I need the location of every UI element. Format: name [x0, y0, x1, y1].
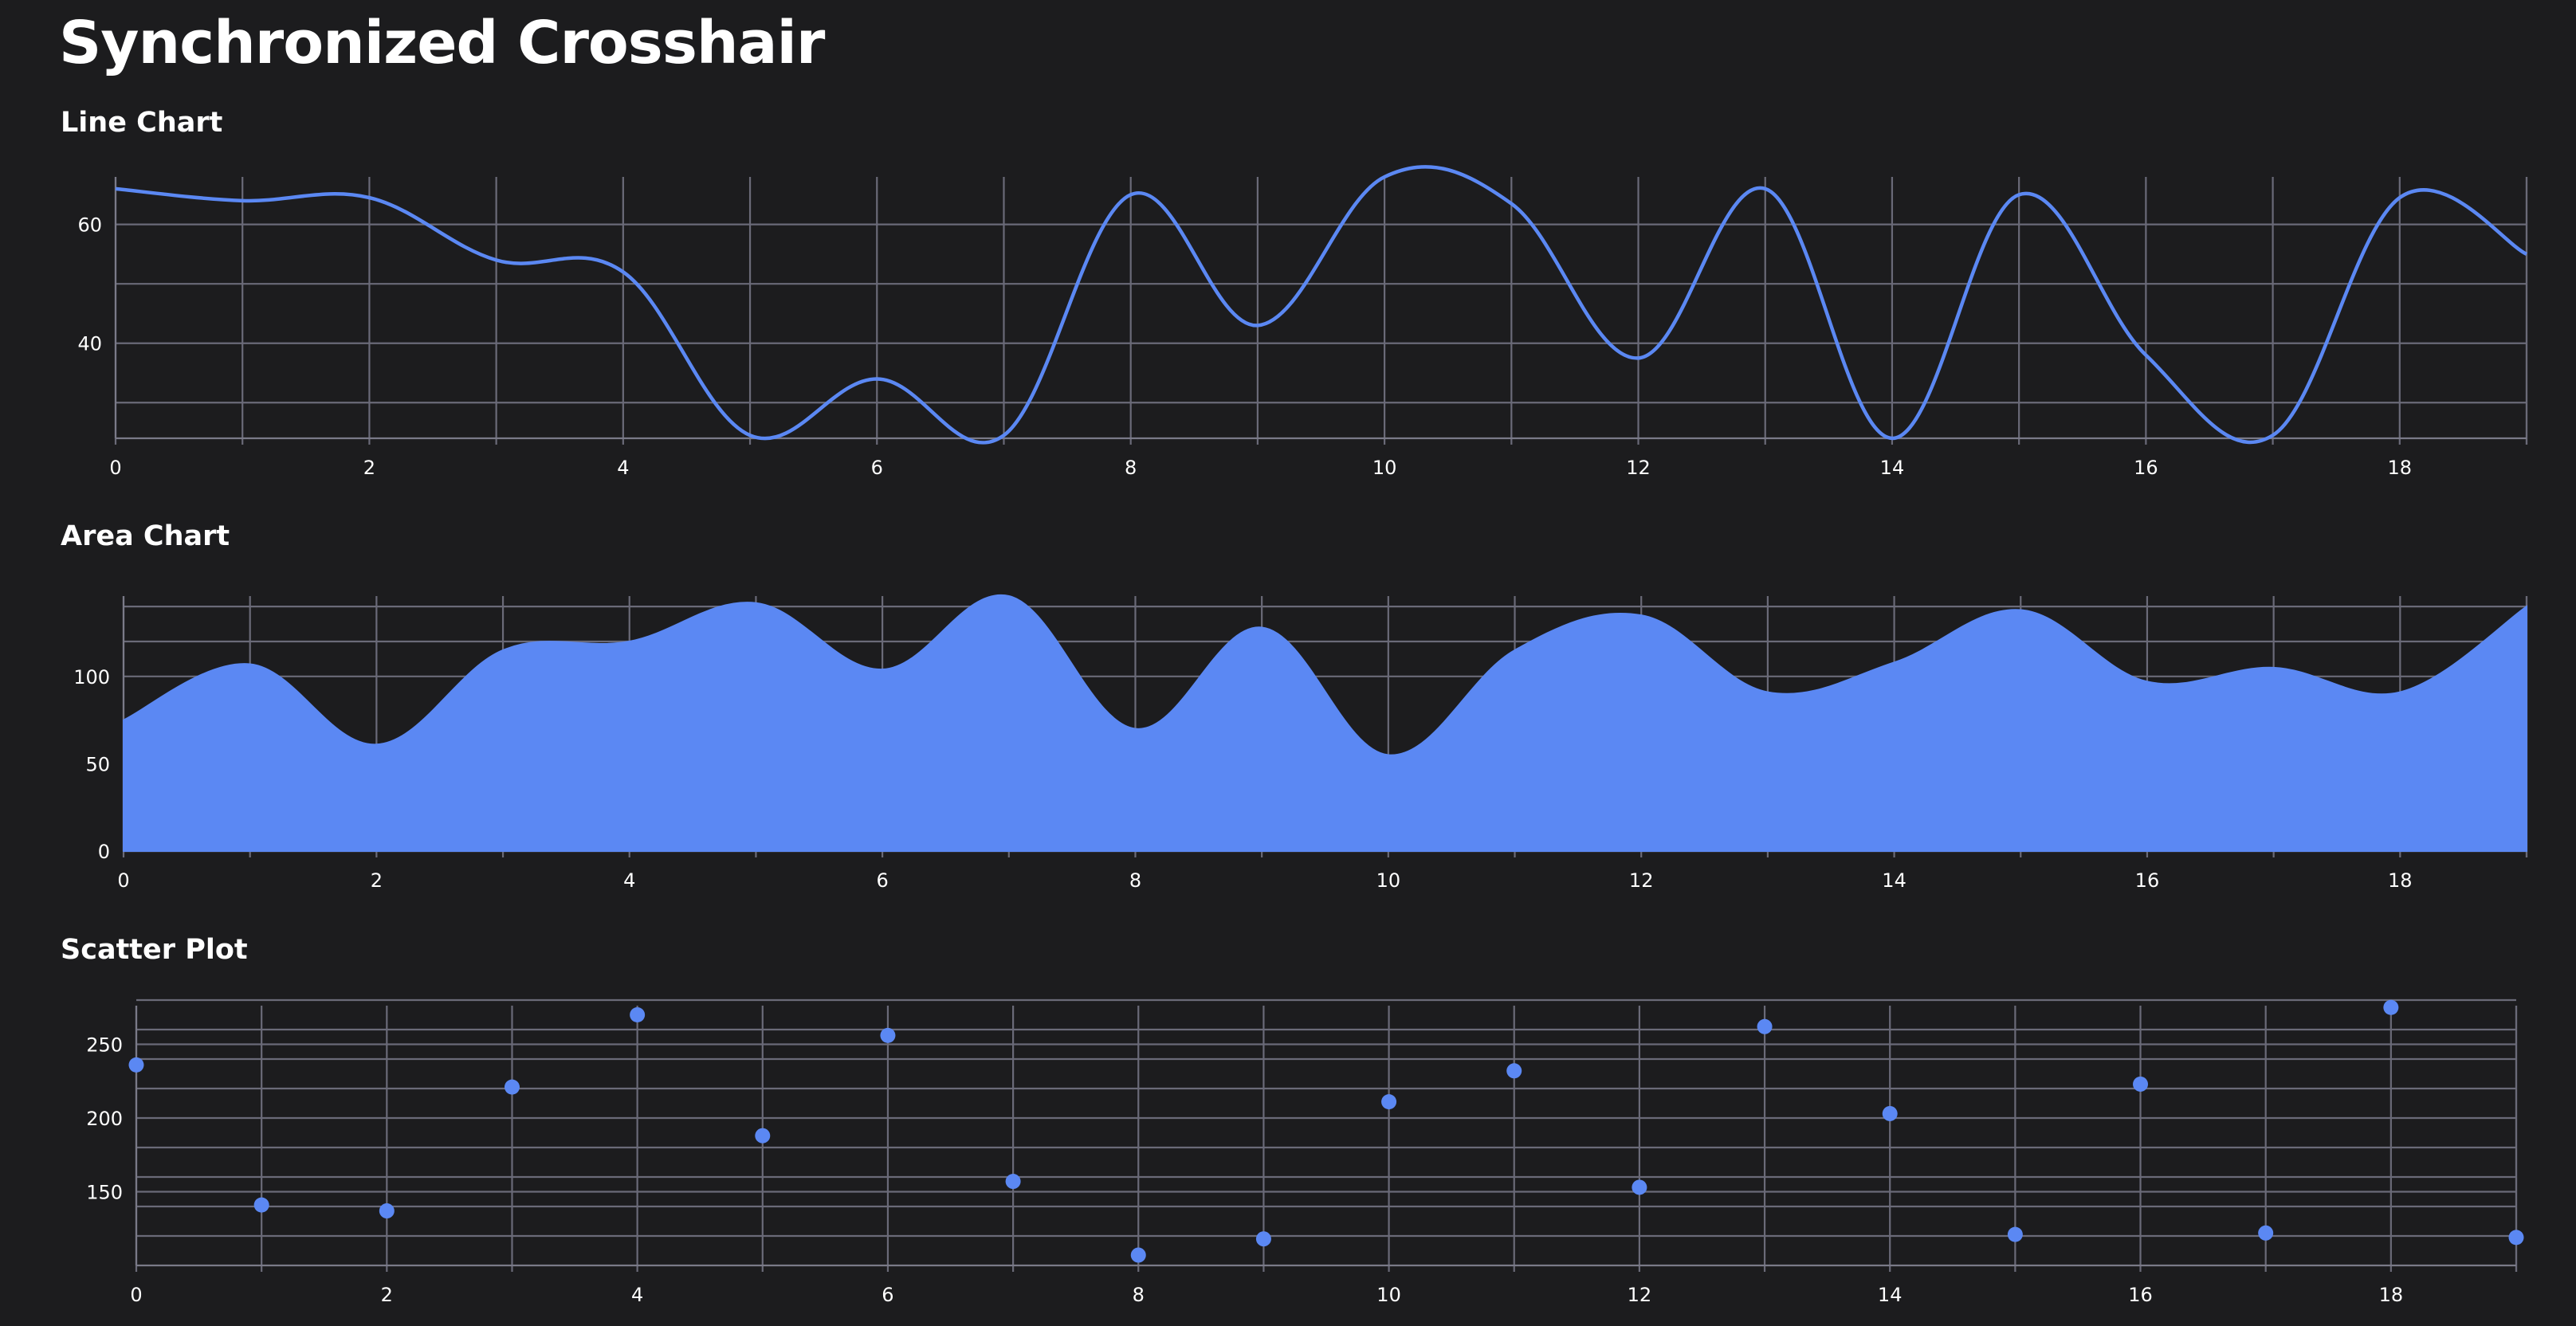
area-chart[interactable]: 0 2 4 6 8 10 12 14 16 18 0 50 100	[73, 594, 2528, 892]
y-tick-label: 200	[86, 1108, 123, 1130]
line-chart-title: Line Chart	[61, 107, 223, 139]
scatter-point[interactable]	[2133, 1076, 2149, 1092]
x-tick-label: 12	[1626, 457, 1651, 479]
scatter-point[interactable]	[1882, 1105, 1898, 1121]
y-tick-label: 100	[73, 666, 110, 688]
x-tick-label: 2	[381, 1284, 393, 1306]
x-tick-label: 10	[1376, 869, 1401, 892]
x-tick-label: 2	[371, 869, 383, 892]
scatter-point[interactable]	[2508, 1230, 2524, 1246]
scatter-point[interactable]	[128, 1057, 144, 1073]
x-tick-label: 6	[876, 869, 888, 892]
scatter-point[interactable]	[1632, 1179, 1647, 1195]
x-tick-label: 18	[2379, 1284, 2404, 1306]
scatter-point[interactable]	[1005, 1174, 1021, 1190]
x-tick-label: 4	[617, 457, 629, 479]
y-tick-label: 60	[77, 214, 102, 237]
x-tick-label: 18	[2388, 457, 2413, 479]
x-tick-label: 8	[1125, 457, 1137, 479]
scatter-point[interactable]	[2383, 999, 2399, 1015]
scatter-point[interactable]	[1381, 1094, 1397, 1110]
scatter-point[interactable]	[504, 1079, 520, 1095]
x-tick-label: 16	[2135, 869, 2160, 892]
x-tick-label: 0	[109, 457, 121, 479]
x-tick-label: 4	[631, 1284, 643, 1306]
y-tick-label: 250	[86, 1034, 123, 1057]
scatter-point[interactable]	[1255, 1231, 1271, 1247]
x-tick-label: 4	[623, 869, 635, 892]
x-tick-label: 14	[1878, 1284, 1903, 1306]
x-tick-label: 6	[871, 457, 883, 479]
x-tick-label: 6	[882, 1284, 893, 1306]
x-tick-label: 12	[1629, 869, 1654, 892]
scatter-point[interactable]	[630, 1007, 646, 1022]
scatter-point[interactable]	[1506, 1063, 1522, 1079]
y-tick-label: 0	[98, 841, 110, 863]
x-tick-label: 8	[1133, 1284, 1145, 1306]
scatter-point[interactable]	[2007, 1226, 2023, 1242]
area-chart-title: Area Chart	[61, 520, 230, 552]
x-tick-label: 8	[1129, 869, 1141, 892]
scatter-point[interactable]	[880, 1027, 896, 1043]
x-tick-label: 0	[130, 1284, 142, 1306]
scatter-point[interactable]	[379, 1203, 395, 1219]
x-tick-label: 16	[2128, 1284, 2153, 1306]
page-title: Synchronized Crosshair	[59, 9, 825, 77]
scatter-plot-title: Scatter Plot	[61, 934, 248, 966]
x-tick-label: 10	[1372, 457, 1397, 479]
scatter-plot[interactable]: 0 2 4 6 8 10 12 14 16 18 150 200 250	[86, 998, 2524, 1306]
x-tick-label: 18	[2388, 869, 2413, 892]
x-tick-label: 14	[1882, 869, 1906, 892]
area-series	[123, 594, 2527, 852]
scatter-point[interactable]	[253, 1197, 269, 1213]
x-tick-label: 10	[1376, 1284, 1401, 1306]
x-tick-label: 16	[2134, 457, 2158, 479]
scatter-point[interactable]	[1130, 1247, 1146, 1263]
line-series	[115, 165, 2528, 445]
scatter-point[interactable]	[755, 1128, 771, 1144]
scatter-point[interactable]	[2258, 1225, 2274, 1241]
x-tick-label: 14	[1880, 457, 1905, 479]
x-tick-label: 0	[117, 869, 129, 892]
scatter-point[interactable]	[1757, 1018, 1773, 1034]
x-tick-label: 2	[363, 457, 375, 479]
y-tick-label: 50	[85, 753, 110, 775]
y-tick-label: 150	[86, 1182, 123, 1204]
line-chart[interactable]: 0 2 4 6 8 10 12 14 16 18 40 60	[77, 165, 2528, 479]
y-tick-label: 40	[77, 333, 102, 355]
x-tick-label: 12	[1628, 1284, 1652, 1306]
